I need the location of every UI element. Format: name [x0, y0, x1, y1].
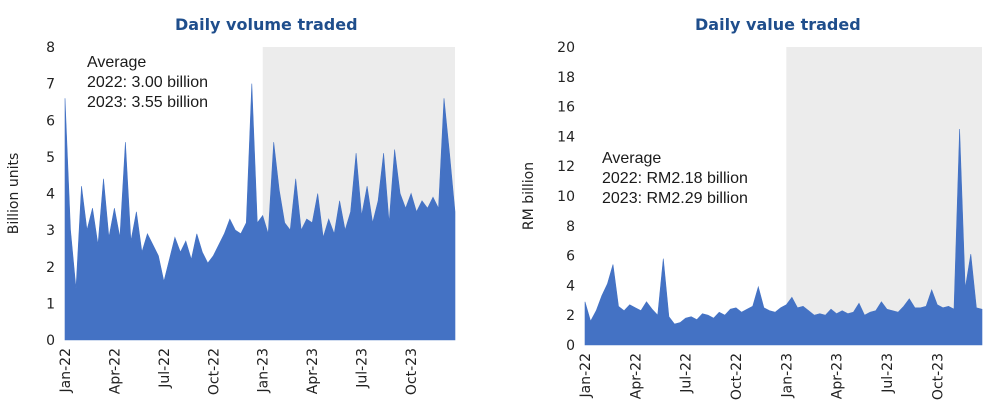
x-tick-label: Oct-22: [729, 353, 745, 400]
y-tick-label: 2: [566, 308, 575, 324]
x-tick-label: Apr-23: [830, 353, 846, 399]
average-annotation-line: 2022: RM2.18 billion: [602, 170, 748, 187]
y-tick-label: 7: [46, 77, 55, 93]
x-tick-label: Jan-23: [256, 348, 272, 393]
y-tick-label: 5: [46, 150, 55, 166]
volume-chart-panel: Daily volume traded 0 1 2 3 4 5 6 7 8 Jan-22 Apr-2…: [6, 15, 456, 395]
y-tick-label: 12: [557, 159, 575, 175]
series-area: [584, 128, 983, 346]
chart-title: Daily volume traded: [175, 15, 358, 34]
x-tick-label: Oct-23: [930, 353, 946, 400]
average-annotation-line: 2023: RM2.29 billion: [602, 190, 748, 207]
chart-title: Daily value traded: [695, 15, 861, 34]
y-tick-label: 6: [46, 113, 55, 129]
x-tick-label: Jan-22: [58, 348, 74, 393]
average-annotation-line: 2023: 3.55 billion: [87, 94, 208, 111]
volume-chart: 0 1 2 3 4 5 6 7 8 Jan-22 Apr-22 Jul-22 Oct-22 Jan-23 A…: [6, 40, 456, 395]
average-annotation-line: Average: [602, 150, 661, 167]
y-tick-label: 20: [557, 40, 575, 56]
y-tick-label: 16: [557, 100, 575, 116]
x-tick-label: Jul-23: [880, 353, 896, 394]
x-tick-label: Apr-22: [628, 353, 644, 399]
y-tick-label: 6: [566, 249, 575, 265]
x-tick-label: Oct-22: [206, 348, 222, 395]
average-annotation-line: 2022: 3.00 billion: [87, 74, 208, 91]
y-tick-label: 2: [46, 260, 55, 276]
y-tick-label: 4: [46, 187, 55, 203]
y-tick-label: 1: [46, 296, 55, 312]
average-annotation-line: Average: [87, 54, 146, 71]
y-tick-label: 8: [566, 219, 575, 235]
y-tick-label: 0: [46, 333, 55, 349]
y-axis-title: RM billion: [521, 162, 537, 230]
x-tick-label: Jul-22: [157, 348, 173, 389]
x-tick-label: Apr-23: [305, 348, 321, 394]
y-tick-label: 18: [557, 70, 575, 86]
y-axis-title: Billion units: [6, 153, 22, 234]
x-tick-label: Apr-22: [107, 348, 123, 394]
value-chart-panel: Daily value traded 0 2 4 6 8 10 12 14 16 18 20 Jan-…: [500, 0, 1000, 414]
x-tick-label: Jul-23: [355, 348, 371, 389]
x-tick-label: Jan-23: [779, 353, 795, 398]
y-tick-label: 8: [46, 40, 55, 56]
series-area: [64, 83, 456, 341]
y-tick-label: 3: [46, 223, 55, 239]
y-tick-label: 0: [566, 338, 575, 354]
y-tick-label: 10: [557, 189, 575, 205]
x-tick-label: Jul-22: [679, 353, 695, 394]
value-chart: 0 2 4 6 8 10 12 14 16 18 20 Jan-22 Apr-22 Jul-22 Oct-2…: [521, 40, 983, 400]
x-tick-label: Jan-22: [578, 353, 594, 398]
shaded-2023-region: [786, 47, 982, 345]
y-tick-label: 4: [566, 278, 575, 294]
x-tick-label: Oct-23: [404, 348, 420, 395]
y-tick-label: 14: [557, 129, 575, 145]
